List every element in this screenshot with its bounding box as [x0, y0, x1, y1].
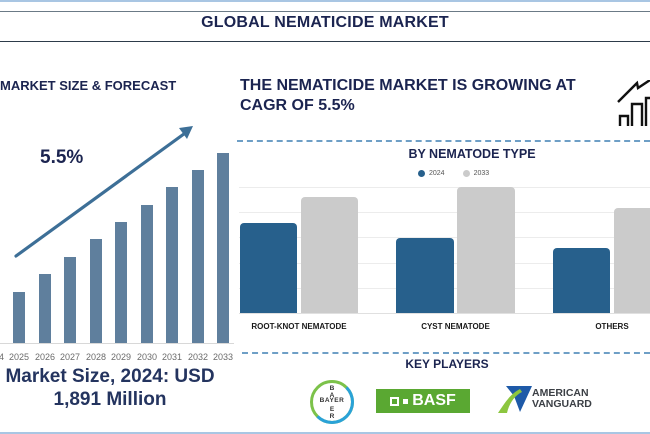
bar-2025 — [13, 292, 25, 343]
market-size-heading: MARKET SIZE & FORECAST — [0, 78, 177, 93]
basf-logo: BASF — [376, 389, 470, 413]
year-label: 2024 — [0, 352, 5, 362]
cagr-headline-line-2: CAGR OF 5.5% — [240, 97, 355, 114]
market-size-line-1: Market Size, 2024: USD — [5, 366, 215, 387]
year-label: 2025 — [8, 352, 30, 362]
bayer-ring-icon — [310, 380, 354, 424]
gridline — [239, 237, 650, 238]
market-size-value: Market Size, 2024: USD 1,891 Million — [0, 365, 260, 411]
cagr-headline: THE NEMATICIDE MARKET IS GROWING AT CAGR… — [240, 76, 576, 116]
bar-2032 — [192, 170, 204, 343]
x-axis-line — [239, 313, 650, 314]
year-label: 2028 — [85, 352, 107, 362]
section-divider — [237, 140, 650, 142]
bayer-logo: BAYER B A E R — [310, 380, 354, 424]
gridline — [239, 212, 650, 213]
cagr-headline-line-1: THE NEMATICIDE MARKET IS GROWING AT — [240, 77, 576, 94]
page-title: GLOBAL NEMATICIDE MARKET — [201, 14, 449, 31]
bar-2026 — [39, 274, 51, 343]
basf-square-icon — [390, 396, 400, 406]
x-axis-line — [0, 343, 234, 344]
year-label: 2029 — [110, 352, 132, 362]
bar-others-2024 — [553, 248, 610, 313]
year-label: 2032 — [187, 352, 209, 362]
bar-2027 — [64, 257, 76, 343]
legend-label-2024: 2024 — [429, 170, 445, 177]
bottom-border — [0, 432, 650, 434]
bayer-logo-text: BAYER — [319, 397, 345, 404]
basf-dot-icon — [403, 398, 409, 404]
bar-2030 — [141, 205, 153, 343]
american-vanguard-mark-icon — [498, 386, 532, 413]
bar-others-2033 — [614, 208, 650, 313]
bar-2033 — [217, 153, 229, 343]
year-label: 2026 — [34, 352, 56, 362]
bar-root-knot-2024 — [240, 223, 297, 313]
segment-chart-title: BY NEMATODE TYPE — [408, 147, 536, 161]
year-label: 2033 — [212, 352, 234, 362]
bar-root-knot-2033 — [301, 197, 358, 313]
category-label-others: OTHERS — [595, 322, 629, 331]
gridline — [239, 187, 650, 188]
market-size-line-2: 1,891 Million — [53, 389, 167, 410]
year-label: 2030 — [136, 352, 158, 362]
bar-2029 — [115, 222, 127, 343]
chart-legend: 2024 2033 — [418, 170, 489, 177]
category-label-cyst: CYST NEMATODE — [421, 322, 490, 331]
year-label: 2027 — [59, 352, 81, 362]
growth-arrow-icon — [14, 126, 193, 258]
legend-label-2033: 2033 — [473, 170, 490, 177]
title-rule-bottom — [0, 41, 650, 42]
cagr-annotation: 5.5% — [40, 147, 84, 168]
legend-dot-2024-icon — [418, 170, 425, 177]
bar-cyst-2033 — [457, 187, 515, 313]
house-growth-icon — [617, 80, 650, 126]
legend-dot-2033-icon — [462, 170, 470, 177]
bar-2031 — [166, 187, 178, 343]
category-label-root-knot: ROOT-KNOT NEMATODE — [251, 322, 347, 331]
top-border — [0, 0, 650, 2]
title-rule-top — [0, 11, 650, 12]
bar-2028 — [90, 239, 102, 343]
year-label: 2031 — [161, 352, 183, 362]
american-vanguard-logo-text: AMERICAN VANGUARD — [532, 387, 592, 410]
key-players-title: KEY PLAYERS — [405, 357, 489, 371]
basf-logo-text: BASF — [412, 392, 456, 409]
bayer-logo-vertical: B A E R — [329, 385, 335, 420]
section-divider — [242, 352, 650, 354]
bar-cyst-2024 — [396, 238, 454, 313]
